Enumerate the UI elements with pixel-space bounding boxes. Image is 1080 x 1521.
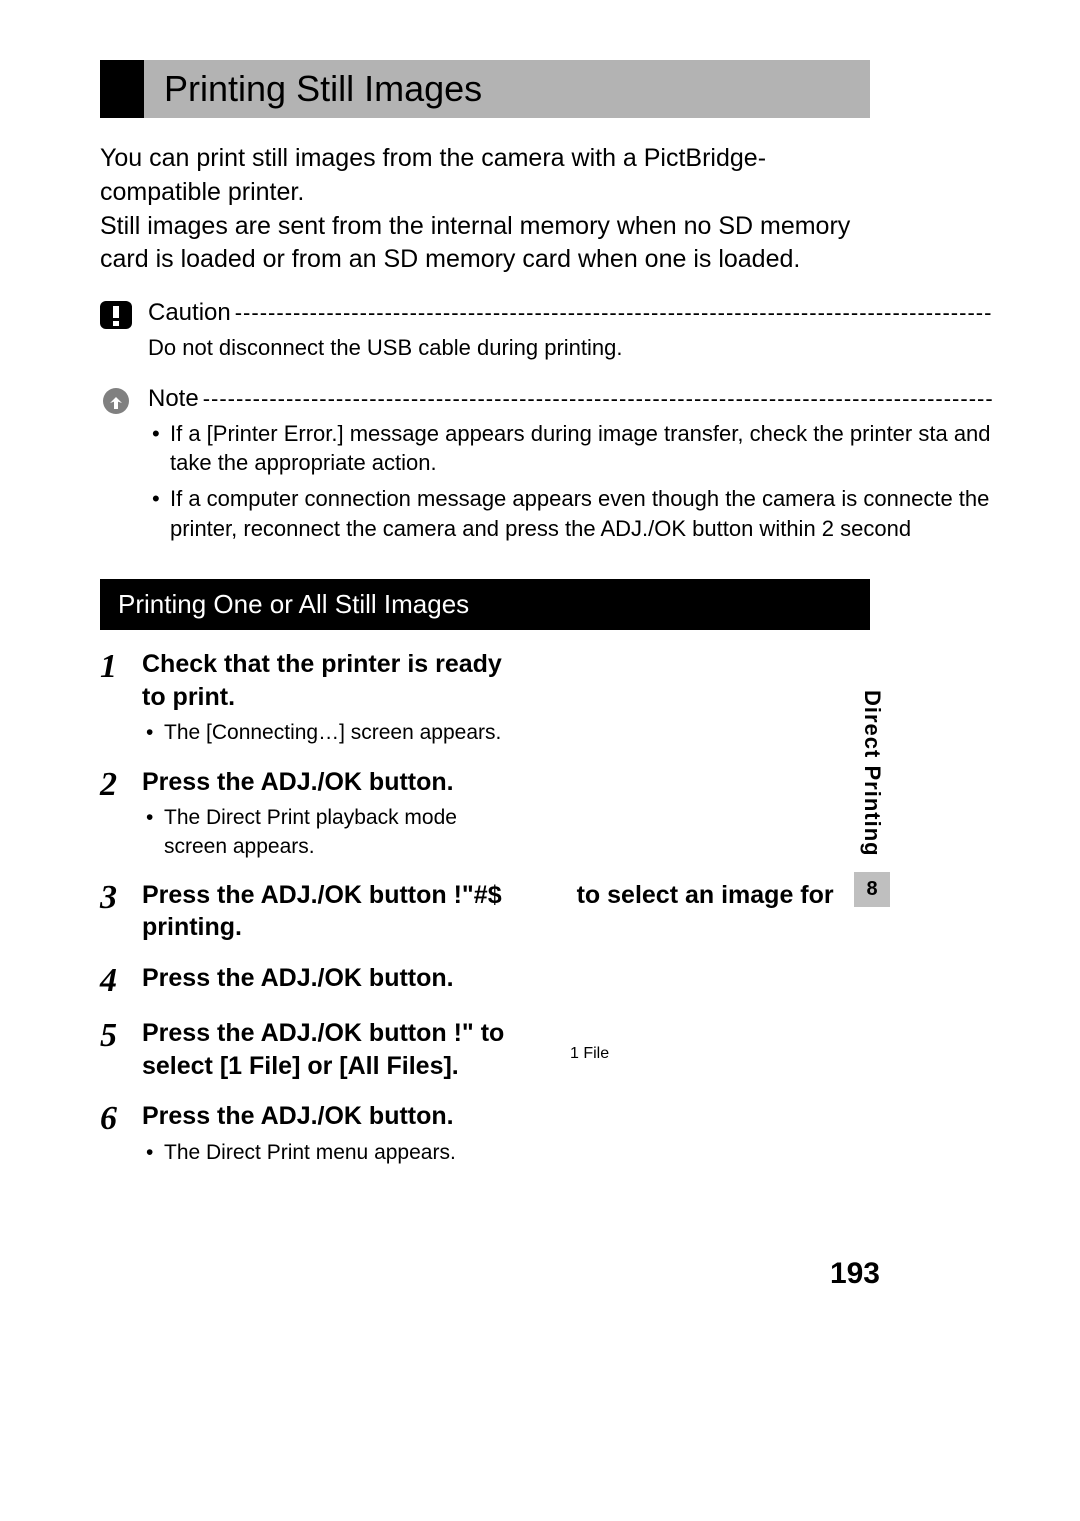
side-tab-text: Direct Printing	[859, 690, 885, 857]
step-bullet: The [Connecting…] screen appears.	[142, 719, 860, 747]
title-accent-block	[100, 60, 144, 118]
note-item: If a [Printer Error.] message appears du…	[148, 419, 1000, 478]
step-headline: Press the ADJ./OK button.	[142, 766, 860, 799]
step-headline: Check that the printer is ready to print…	[142, 648, 502, 713]
step: 4 Press the ADJ./OK button.	[100, 962, 860, 999]
step: 5 Press the ADJ./OK button !" to select …	[100, 1017, 860, 1082]
step-headline: Press the ADJ./OK button.	[142, 1100, 860, 1133]
step-headline: Press the ADJ./OK button !" to select [1…	[142, 1017, 562, 1082]
caution-icon	[100, 301, 132, 329]
note-label: Note	[148, 385, 199, 413]
step-number: 4	[100, 962, 142, 999]
intro-text: You can print still images from the came…	[100, 142, 880, 277]
note-dashes: ----------------------------------------…	[203, 386, 994, 412]
step-number: 2	[100, 766, 142, 861]
note-list: If a [Printer Error.] message appears du…	[148, 419, 1000, 544]
chapter-number: 8	[854, 872, 890, 907]
note-callout: Note -----------------------------------…	[100, 385, 1000, 550]
caution-label: Caution	[148, 299, 231, 327]
side-tab: Direct Printing 8	[854, 690, 890, 907]
step: 1 Check that the printer is ready to pri…	[100, 648, 860, 747]
title-bar: Printing Still Images	[100, 60, 870, 118]
note-item: If a computer connection message appears…	[148, 484, 1000, 543]
step: 3 Press the ADJ./OK button !"#$ to selec…	[100, 879, 860, 944]
step-bullet: The Direct Print menu appears.	[142, 1139, 860, 1167]
step: 2 Press the ADJ./OK button. The Direct P…	[100, 766, 860, 861]
step-number: 3	[100, 879, 142, 944]
note-icon	[100, 387, 132, 415]
caution-callout: Caution --------------------------------…	[100, 299, 1000, 363]
caution-dashes: ----------------------------------------…	[235, 300, 993, 326]
file-label: 1 File	[570, 1045, 609, 1063]
step-headline: Press the ADJ./OK button.	[142, 962, 860, 995]
step: 6 Press the ADJ./OK button. The Direct P…	[100, 1100, 860, 1167]
step-headline: Press the ADJ./OK button !"#$ to select …	[142, 879, 860, 944]
step-number: 1	[100, 648, 142, 747]
step-number: 6	[100, 1100, 142, 1167]
page-title: Printing Still Images	[164, 68, 482, 110]
step-number: 5	[100, 1017, 142, 1082]
section-title: Printing One or All Still Images	[100, 579, 870, 630]
step-bullet: The Direct Print playback mode screen ap…	[142, 804, 522, 861]
caution-text: Do not disconnect the USB cable during p…	[148, 333, 1000, 363]
page-number: 193	[830, 1257, 880, 1291]
